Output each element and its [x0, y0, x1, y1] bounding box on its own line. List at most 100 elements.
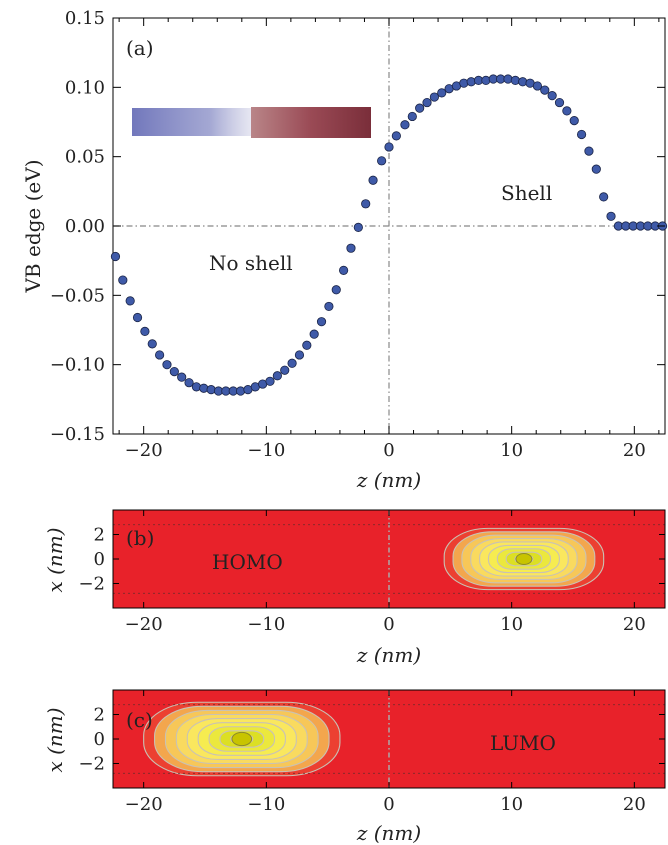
panel-b-y-tick-label: 2 — [94, 525, 105, 546]
panel-b-x-tick-label: −10 — [247, 614, 285, 635]
data-point — [503, 74, 513, 84]
panel-b-x-tick-label: 10 — [500, 614, 523, 635]
data-point — [591, 164, 601, 174]
panel-c-x-axis-label: z (nm) — [356, 821, 421, 845]
panel-a-label: (a) — [126, 36, 154, 60]
data-point — [569, 116, 579, 126]
data-point — [422, 97, 432, 108]
data-point — [235, 386, 246, 396]
homo-density-contours — [443, 527, 605, 591]
data-point — [584, 146, 594, 156]
data-point — [132, 312, 143, 323]
data-point — [547, 91, 557, 101]
data-point — [466, 77, 476, 87]
panel-a-x-tick-label: −10 — [247, 440, 285, 461]
data-point — [140, 326, 150, 336]
panel-a-y-tick-label: 0.00 — [65, 216, 105, 237]
panel-c-y-tick-label: 2 — [94, 705, 105, 726]
data-point — [324, 301, 334, 312]
panel-c-x-tick-label: 10 — [500, 794, 523, 815]
panel-a-ve-edge-plot: −20 −10 0 10 20 −0.15 −0.10 −0.05 0.00 0.05 0.10 0.… — [21, 8, 668, 492]
data-point — [177, 372, 187, 382]
reference-lines — [113, 18, 665, 434]
data-point — [265, 376, 275, 386]
data-point — [562, 106, 572, 116]
homo-label: HOMO — [212, 550, 283, 574]
panel-b-x-tick-label: 0 — [383, 614, 394, 635]
data-point — [309, 329, 319, 339]
data-point — [429, 92, 439, 102]
data-point — [331, 285, 341, 295]
data-point — [481, 75, 491, 86]
data-point — [400, 120, 410, 130]
panel-b-x-axis-label: z (nm) — [356, 643, 421, 667]
data-point — [155, 350, 165, 360]
panel-a-x-tick-label: 20 — [623, 440, 646, 461]
panel-a-x-tick-label: −20 — [125, 440, 163, 461]
panel-b-reference-lines — [113, 510, 665, 608]
panel-a-ticks: −20 −10 0 10 20 −0.15 −0.10 −0.05 0.00 0.05 0.10 0.… — [50, 8, 665, 461]
data-point — [184, 378, 194, 388]
data-point — [599, 192, 609, 202]
panel-a-x-tick-label: 10 — [500, 440, 523, 461]
data-point — [287, 358, 297, 368]
panel-b-y-tick-label: 0 — [94, 549, 105, 570]
panel-c-y-tick-label: 0 — [94, 729, 105, 750]
data-point — [169, 366, 179, 377]
data-point — [554, 97, 565, 108]
nanorod-shell-segment — [251, 107, 371, 138]
data-point — [518, 77, 528, 87]
panel-a-y-tick-label: 0.15 — [65, 8, 105, 29]
data-point — [391, 131, 401, 141]
panel-b-y-axis-label: x (nm) — [43, 527, 67, 592]
data-point — [199, 383, 209, 393]
panel-b-y-tick-label: −2 — [78, 574, 105, 595]
data-point — [540, 85, 550, 95]
data-point — [125, 296, 135, 306]
data-point — [280, 365, 290, 375]
data-point — [606, 211, 616, 221]
data-point — [532, 81, 543, 91]
data-point — [437, 88, 447, 98]
lumo-density-contours — [143, 701, 341, 777]
panel-b-x-tick-label: −20 — [125, 614, 163, 635]
data-point — [191, 382, 202, 392]
data-point — [147, 339, 157, 349]
panel-a-y-tick-label: 0.05 — [65, 147, 105, 168]
data-point — [377, 156, 387, 166]
panel-b-peak-center — [515, 552, 533, 566]
data-point — [510, 75, 520, 86]
panel-a-y-tick-label: −0.05 — [50, 285, 105, 306]
panel-c-x-tick-label: 20 — [623, 794, 646, 815]
data-points — [110, 74, 668, 396]
data-point — [361, 199, 371, 209]
data-point — [162, 360, 172, 370]
data-point — [272, 371, 282, 381]
data-point — [302, 340, 312, 350]
data-point — [206, 385, 216, 395]
panel-a-x-tick-label: 0 — [383, 440, 394, 461]
data-point — [118, 275, 128, 285]
panel-a-x-axis-label: z (nm) — [356, 468, 421, 492]
nanorod-inset — [132, 107, 371, 138]
data-point — [294, 350, 305, 360]
data-point — [110, 251, 121, 262]
annotation-shell: Shell — [501, 181, 552, 205]
annotation-no-shell: No shell — [209, 251, 293, 275]
data-point — [339, 265, 349, 275]
panel-a-y-tick-label: 0.10 — [65, 77, 105, 98]
data-point — [576, 129, 587, 140]
nanorod-core-segment — [132, 108, 252, 136]
data-point — [346, 243, 356, 253]
panel-c-x-tick-label: 0 — [383, 794, 394, 815]
data-point — [407, 111, 417, 122]
panel-a-y-tick-label: −0.10 — [50, 355, 105, 376]
panel-b-label: (b) — [126, 526, 154, 550]
panel-a-y-axis-label: VB edge (eV) — [21, 159, 45, 293]
panel-c-x-tick-label: −10 — [247, 794, 285, 815]
